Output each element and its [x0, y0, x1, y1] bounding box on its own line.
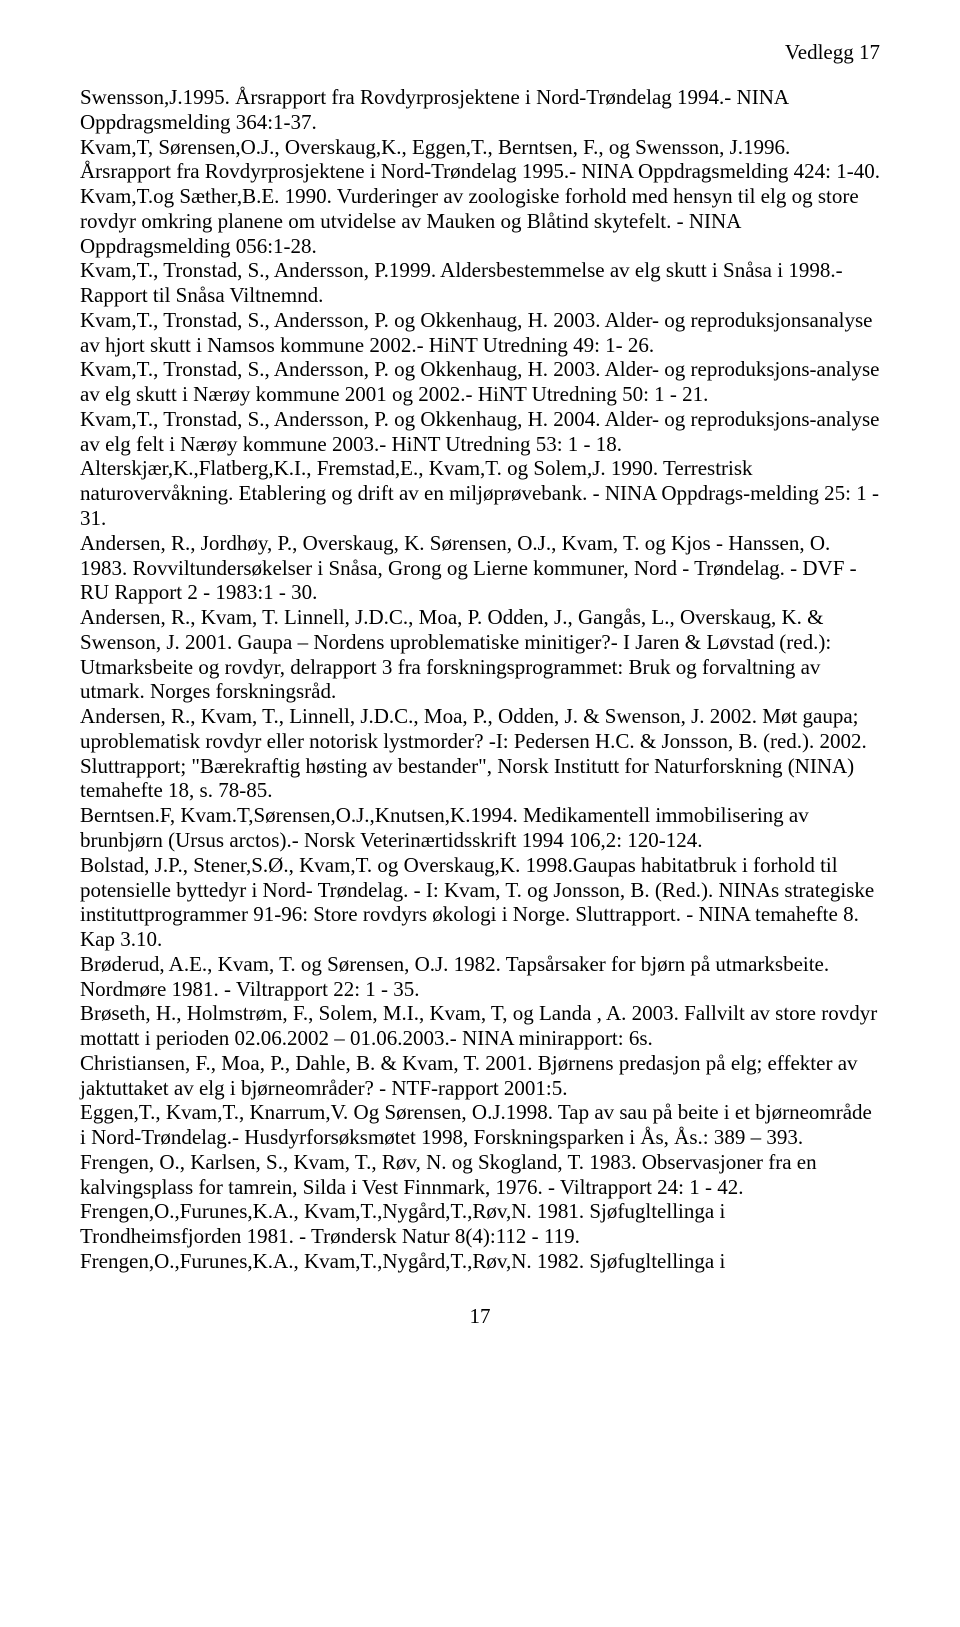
reference-entry: Frengen,O.,Furunes,K.A., Kvam,T.,Nygård,…	[80, 1249, 880, 1274]
reference-entry: Andersen, R., Kvam, T., Linnell, J.D.C.,…	[80, 704, 880, 803]
reference-entry: Kvam,T., Tronstad, S., Andersson, P. og …	[80, 357, 880, 407]
reference-entry: Eggen,T., Kvam,T., Knarrum,V. Og Sørense…	[80, 1100, 880, 1150]
reference-entry: Andersen, R., Kvam, T. Linnell, J.D.C., …	[80, 605, 880, 704]
reference-entry: Frengen,O.,Furunes,K.A., Kvam,T.,Nygård,…	[80, 1199, 880, 1249]
reference-entry: Kvam,T., Tronstad, S., Andersson, P. og …	[80, 407, 880, 457]
references-body: Swensson,J.1995. Årsrapport fra Rovdyrpr…	[80, 85, 880, 1274]
attachment-label: Vedlegg 17	[80, 40, 880, 65]
reference-entry: Kvam,T., Tronstad, S., Andersson, P.1999…	[80, 258, 880, 308]
reference-entry: Berntsen.F, Kvam.T,Sørensen,O.J.,Knutsen…	[80, 803, 880, 853]
reference-entry: Andersen, R., Jordhøy, P., Overskaug, K.…	[80, 531, 880, 605]
reference-entry: Brøseth, H., Holmstrøm, F., Solem, M.I.,…	[80, 1001, 880, 1051]
reference-entry: Brøderud, A.E., Kvam, T. og Sørensen, O.…	[80, 952, 880, 1002]
reference-entry: Alterskjær,K.,Flatberg,K.I., Fremstad,E.…	[80, 456, 880, 530]
reference-entry: Frengen, O., Karlsen, S., Kvam, T., Røv,…	[80, 1150, 880, 1200]
reference-entry: Kvam,T, Sørensen,O.J., Overskaug,K., Egg…	[80, 135, 880, 185]
reference-entry: Kvam,T., Tronstad, S., Andersson, P. og …	[80, 308, 880, 358]
reference-entry: Christiansen, F., Moa, P., Dahle, B. & K…	[80, 1051, 880, 1101]
page-number: 17	[80, 1304, 880, 1329]
reference-entry: Bolstad, J.P., Stener,S.Ø., Kvam,T. og O…	[80, 853, 880, 952]
reference-entry: Kvam,T.og Sæther,B.E. 1990. Vurderinger …	[80, 184, 880, 258]
reference-entry: Swensson,J.1995. Årsrapport fra Rovdyrpr…	[80, 85, 880, 135]
